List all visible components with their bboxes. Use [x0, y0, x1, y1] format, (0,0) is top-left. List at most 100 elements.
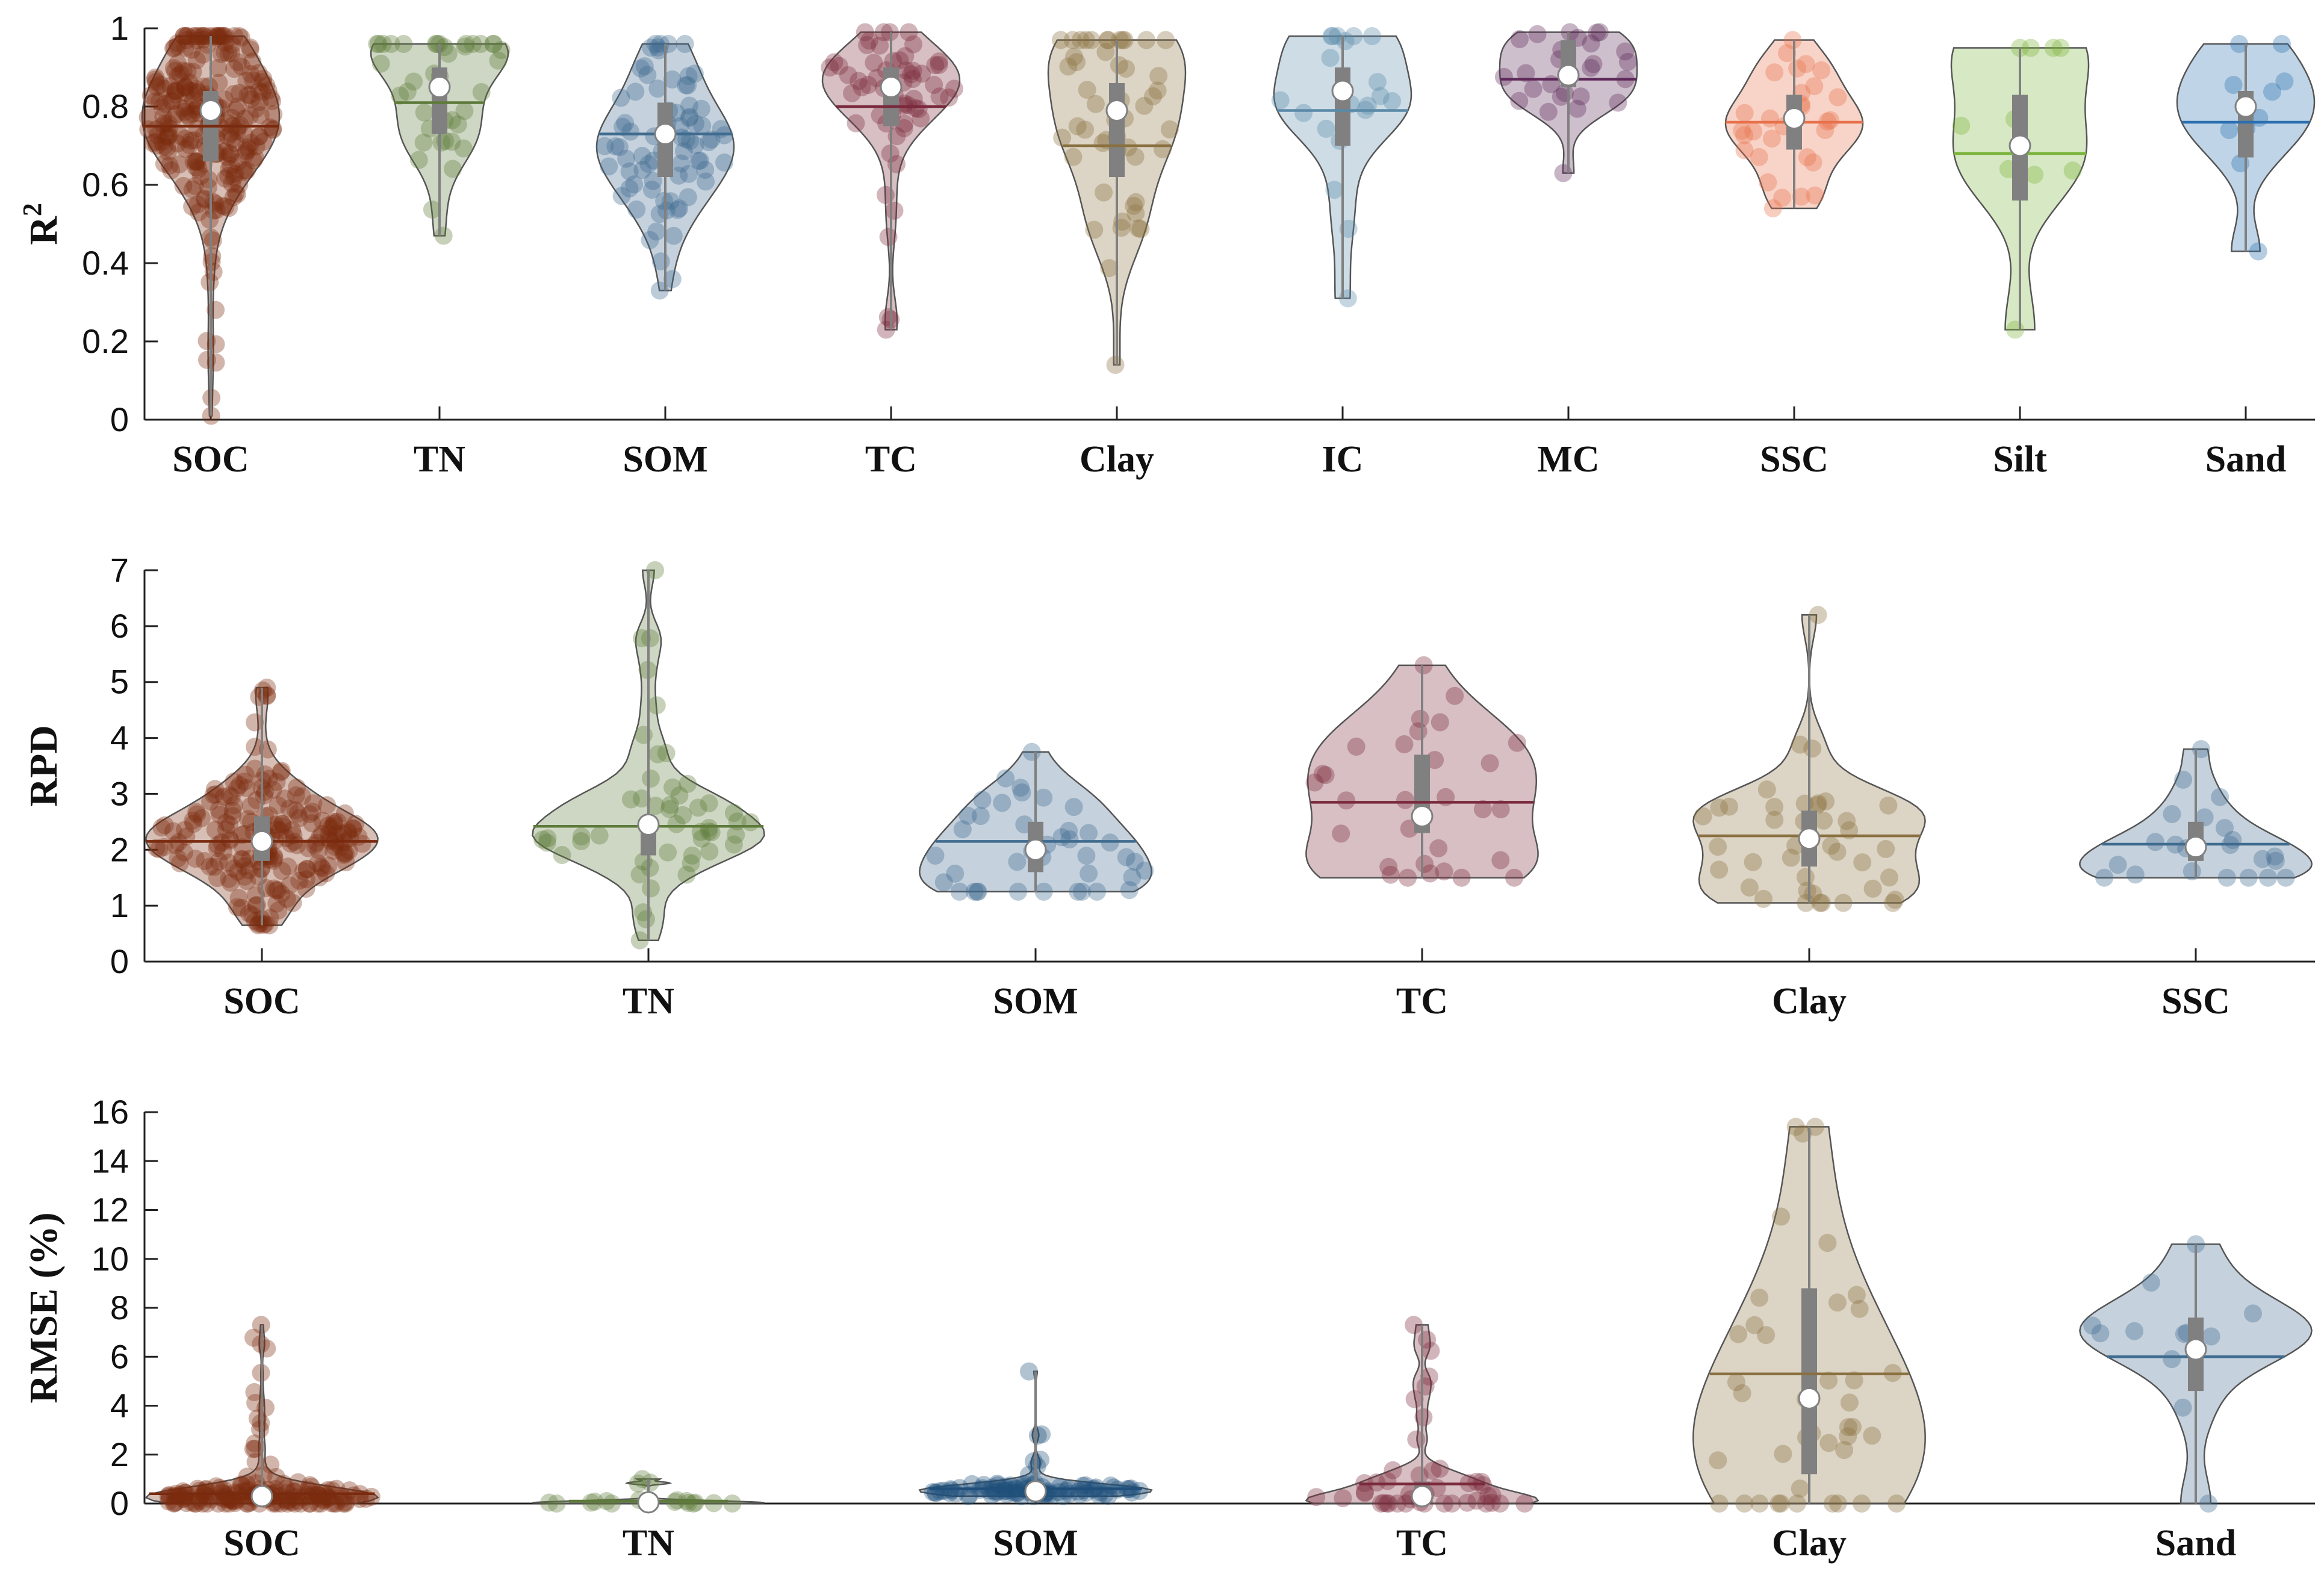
data-point: [254, 69, 273, 88]
data-point: [1068, 117, 1087, 135]
data-point: [278, 889, 296, 908]
category-label: Clay: [1080, 439, 1154, 480]
data-point: [439, 45, 458, 63]
data-point: [185, 176, 204, 195]
data-point: [150, 840, 169, 859]
data-point: [208, 28, 226, 47]
data-point: [1811, 894, 1830, 912]
data-point: [182, 40, 201, 59]
data-point: [138, 108, 157, 126]
data-point: [213, 27, 232, 45]
data-point: [168, 37, 187, 55]
data-point: [472, 83, 491, 101]
data-point: [1552, 87, 1570, 106]
data-point: [216, 33, 234, 52]
violin-clay: Clay: [1692, 606, 1926, 1022]
data-point: [983, 1485, 1001, 1504]
data-point: [683, 846, 701, 865]
data-point: [677, 865, 696, 884]
data-point: [237, 142, 256, 160]
data-point: [1137, 31, 1156, 49]
data-point: [176, 129, 194, 148]
data-point: [638, 66, 657, 84]
data-point: [874, 23, 893, 42]
data-point: [1020, 1466, 1038, 1484]
data-point: [692, 829, 711, 848]
data-point: [257, 76, 276, 95]
data-point: [225, 27, 244, 45]
data-point: [220, 815, 238, 834]
data-point: [1323, 27, 1341, 45]
data-point: [1117, 848, 1136, 866]
data-point: [2217, 868, 2236, 887]
data-point: [1080, 864, 1098, 883]
data-point: [247, 99, 266, 118]
data-point: [241, 38, 259, 57]
y-tick-label: 6: [110, 1337, 129, 1375]
category-label: SSC: [1760, 439, 1828, 480]
data-point: [225, 168, 243, 187]
data-point: [162, 92, 181, 111]
data-point: [1405, 1316, 1423, 1334]
data-point: [679, 774, 697, 793]
data-point: [222, 788, 241, 806]
data-point: [368, 35, 387, 53]
data-point: [285, 1494, 304, 1513]
data-point: [1011, 779, 1030, 797]
median-marker: [1024, 1480, 1047, 1503]
data-point: [1313, 765, 1332, 783]
data-point: [272, 762, 291, 780]
data-point: [309, 841, 328, 859]
data-point: [926, 847, 945, 865]
data-point: [1582, 58, 1600, 77]
data-point: [246, 1434, 264, 1453]
data-point: [553, 846, 571, 864]
data-point: [237, 72, 256, 90]
data-point: [194, 27, 213, 45]
data-point: [953, 820, 972, 839]
data-point: [335, 804, 354, 823]
data-point: [219, 114, 238, 132]
data-point: [612, 89, 630, 107]
data-point: [2275, 72, 2294, 91]
median-marker: [1411, 805, 1434, 828]
data-point: [1426, 751, 1444, 770]
data-point: [647, 222, 666, 241]
data-point: [1765, 63, 1784, 82]
data-point: [265, 849, 284, 868]
data-point: [663, 70, 682, 89]
data-point: [968, 882, 987, 901]
data-point: [896, 47, 915, 66]
data-point: [167, 105, 186, 123]
data-point: [187, 152, 205, 171]
data-point: [251, 914, 270, 933]
data-point: [297, 860, 316, 879]
data-point: [670, 786, 689, 805]
data-point: [1844, 1417, 1862, 1436]
data-point: [244, 1328, 263, 1347]
data-point: [210, 73, 228, 92]
data-point: [210, 852, 228, 871]
data-point: [641, 770, 660, 788]
y-tick-label: 5: [110, 663, 129, 701]
data-point: [212, 45, 231, 63]
data-point: [1494, 67, 1513, 86]
data-point: [464, 35, 482, 53]
data-point: [241, 86, 259, 104]
data-point: [443, 132, 461, 151]
data-point: [310, 868, 329, 887]
data-point: [2083, 1316, 2102, 1335]
data-point: [1528, 25, 1547, 43]
data-point: [215, 142, 234, 160]
data-point: [1063, 31, 1082, 49]
data-point: [1887, 1494, 1906, 1513]
data-point: [663, 270, 682, 288]
data-point: [269, 881, 287, 900]
data-point: [1001, 1476, 1019, 1495]
data-point: [195, 27, 214, 45]
data-point: [245, 1383, 264, 1401]
data-point: [188, 119, 207, 138]
data-point: [1384, 1461, 1402, 1479]
data-point: [216, 27, 234, 45]
data-point: [241, 107, 259, 125]
